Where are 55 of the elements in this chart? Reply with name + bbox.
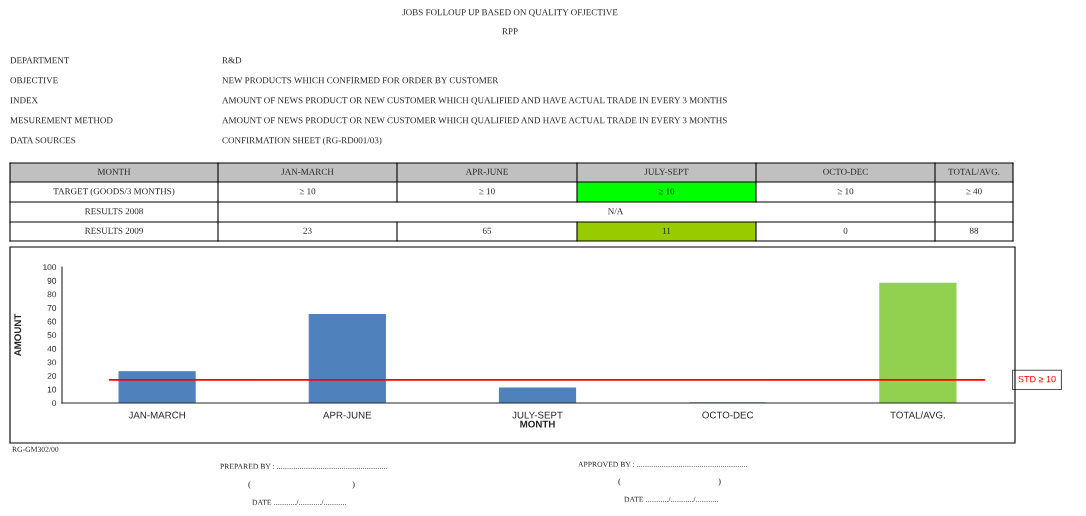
text: N/A — [607, 208, 624, 215]
text: ) — [718, 477, 721, 487]
text: 0 — [843, 227, 848, 234]
text: ( — [618, 477, 621, 487]
text: MESUREMENT METHOD — [10, 117, 113, 124]
category-label: JAN-MARCH — [281, 168, 334, 175]
chart-subtitle: RPP — [502, 28, 518, 35]
text: INDEX — [10, 97, 38, 104]
category-label: TOTAL/AVG. — [948, 168, 1000, 175]
x-tick-label: APR-JUNE — [323, 411, 372, 419]
text: RESULTS 2008 — [84, 208, 143, 215]
text: DEPARTMENT — [10, 57, 70, 64]
chart-title: JOBS FOLLOUP UP BASED ON QUALITY OFJECTIVE — [402, 9, 618, 17]
text: R&D — [222, 57, 242, 64]
category-label: APR-JUNE — [465, 168, 508, 175]
text: MONTH — [97, 168, 131, 175]
y-tick-label: 20 — [47, 373, 57, 379]
ref-line-label: STD ≥ 10 — [1018, 375, 1056, 383]
y-tick-label: 40 — [47, 345, 57, 352]
text: TARGET (GOODS/3 MONTHS) — [53, 187, 175, 197]
text: AMOUNT OF NEWS PRODUCT OR NEW CUSTOMER WHICH QUALIFIED AND HAVE ACTUAL TRADE IN EVERY 3 MONTHS — [222, 117, 727, 125]
x-axis-title: MONTH — [520, 420, 555, 428]
x-tick-label: JULY-SEPT — [512, 411, 563, 419]
y-tick-label: 90 — [47, 277, 57, 284]
y-tick-label: 10 — [47, 386, 57, 393]
text: AMOUNT OF NEWS PRODUCT OR NEW CUSTOMER WHICH QUALIFIED AND HAVE ACTUAL TRADE IN EVERY 3 MONTHS — [222, 97, 727, 105]
text: DATA SOURCES — [10, 137, 76, 144]
text: NEW PRODUCTS WHICH CONFIRMED FOR ORDER BY CUSTOMER — [222, 77, 499, 84]
text: CONFIRMATION SHEET (RG-RD001/03) — [222, 136, 382, 146]
text: ≥ 10 — [479, 188, 495, 195]
y-axis-title: AMOUNT — [14, 313, 22, 357]
text: OBJECTIVE — [10, 77, 58, 84]
y-tick-label: 70 — [47, 305, 57, 311]
text: RESULTS 2009 — [84, 227, 143, 234]
x-tick-label: JAN-MARCH — [128, 411, 185, 419]
text: ( — [248, 480, 251, 490]
text: ≥ 40 — [966, 188, 982, 195]
text: ) — [352, 480, 355, 490]
x-tick-label: TOTAL/AVG. — [890, 411, 945, 419]
text: 88 — [969, 227, 979, 234]
y-tick-label: 0 — [52, 400, 57, 407]
y-tick-label: 60 — [47, 318, 57, 325]
text: 23 — [303, 227, 312, 234]
x-tick-label: OCTO-DEC — [702, 411, 754, 419]
text: ≥ 10 — [299, 188, 316, 195]
text: 65 — [482, 227, 492, 234]
y-tick-label: 80 — [47, 291, 57, 298]
category-label: OCTO-DEC — [823, 168, 868, 175]
category-label: JULY-SEPT — [644, 168, 689, 175]
text: 11 — [662, 227, 671, 234]
text: ≥ 10 — [658, 188, 675, 195]
y-tick-label: 100 — [43, 264, 57, 271]
y-tick-label: 50 — [47, 332, 57, 339]
text: ≥ 10 — [837, 188, 854, 195]
y-tick-label: 30 — [47, 359, 57, 366]
